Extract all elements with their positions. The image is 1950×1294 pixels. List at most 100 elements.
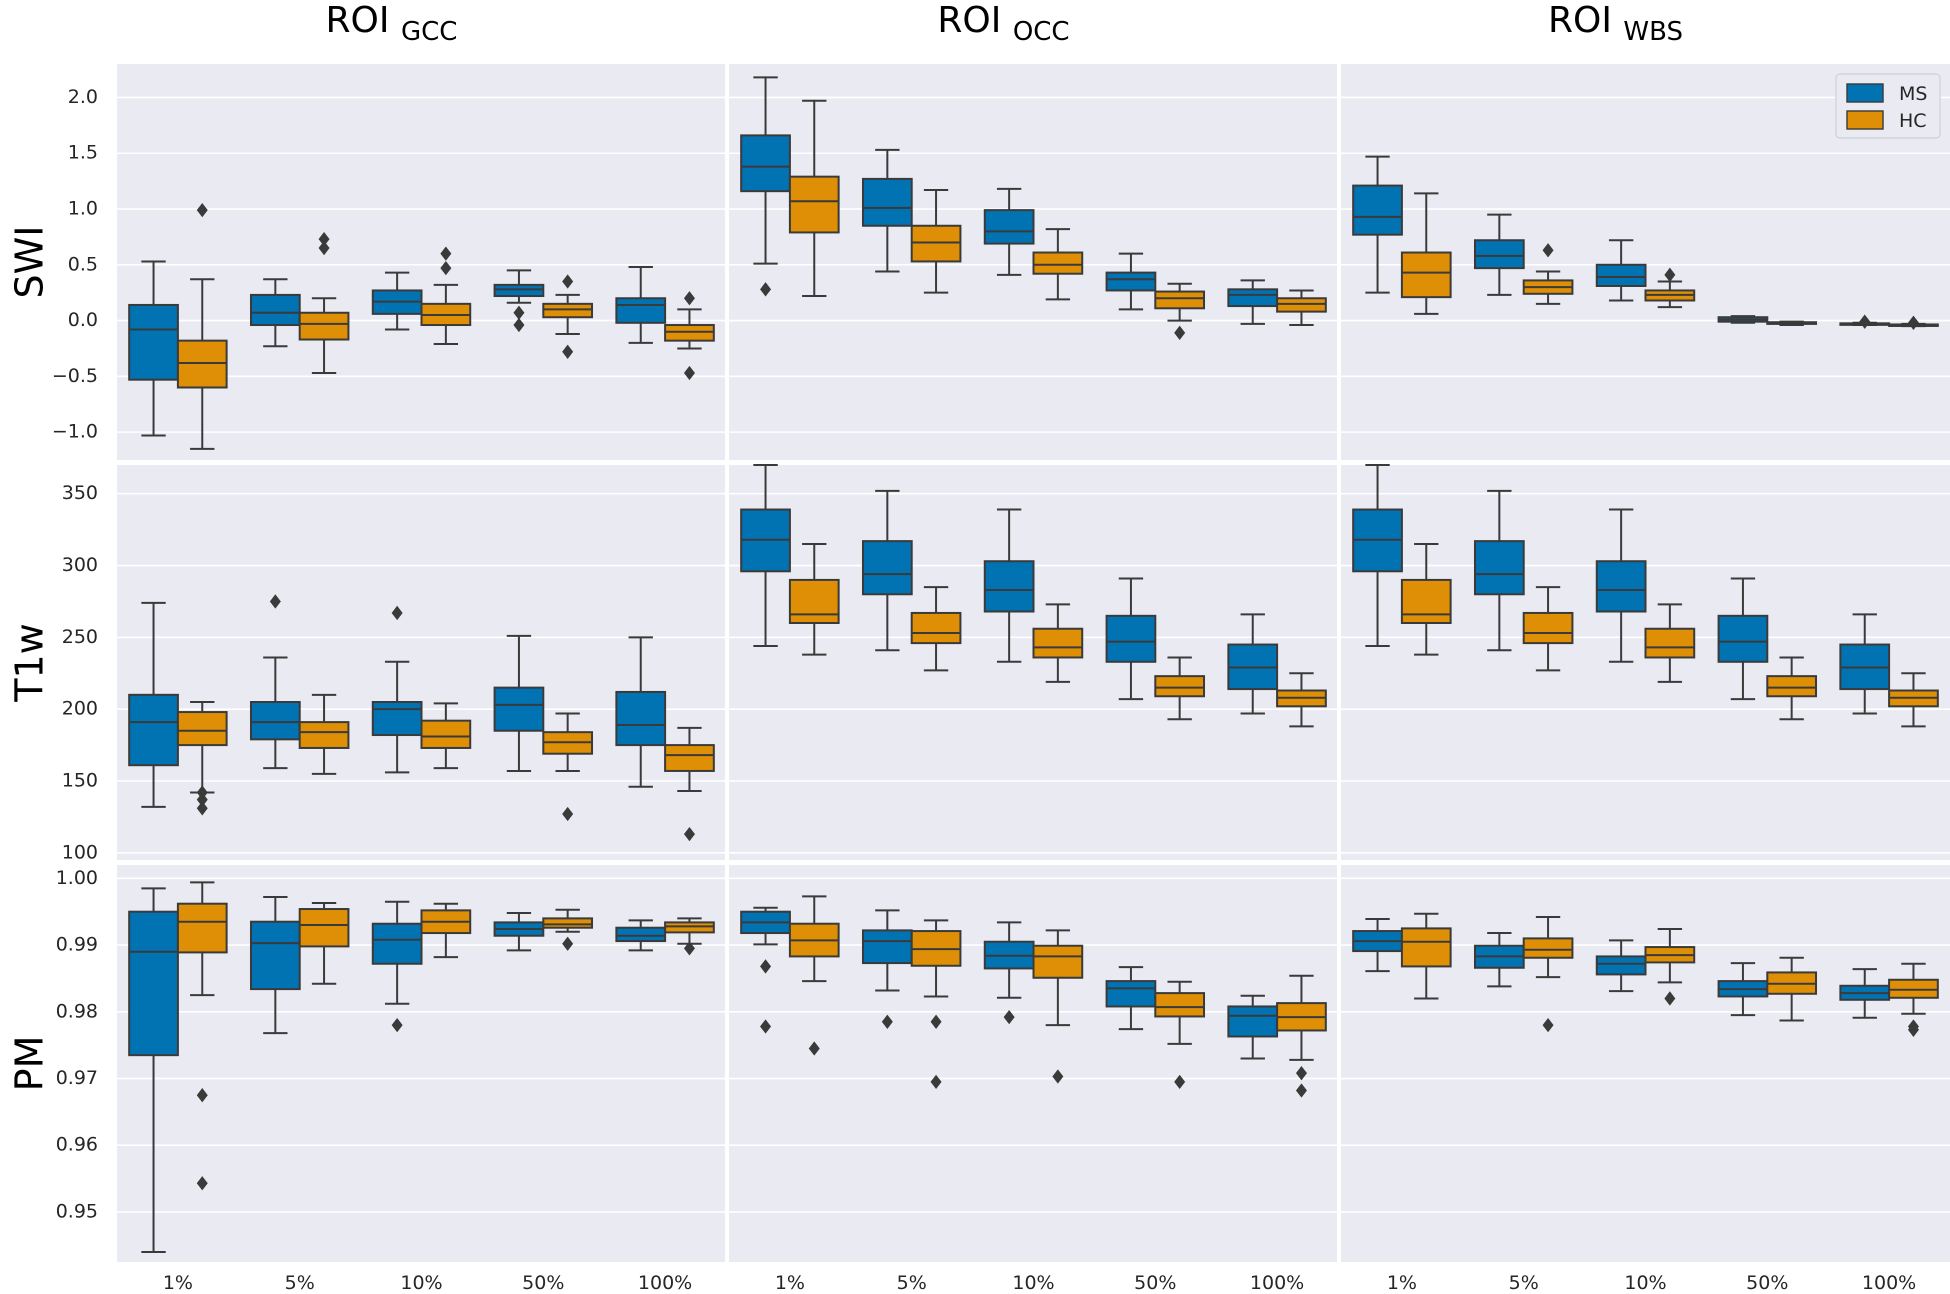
box-ms [740,134,791,193]
box-ms [493,686,545,732]
box-ms [861,177,913,227]
box-ms [1595,560,1647,613]
outlier-ms [760,1019,772,1034]
panel-background [117,64,726,460]
x-tick-label: 50% [1746,1272,1788,1294]
x-tick-label: 5% [1509,1272,1539,1294]
box-hc [1276,297,1327,313]
box-ms [249,701,301,741]
y-tick-label: 1.5 [68,142,98,164]
outlier-hc [1664,991,1676,1006]
x-tick-label: 50% [1134,1272,1176,1294]
outlier-ms [1859,314,1871,329]
box-ms [861,929,913,965]
box-hc [1766,675,1818,698]
box-ms [371,922,423,965]
box-ms [615,297,667,324]
box-hc [910,611,962,645]
column-title-sub: GCC [401,17,457,47]
x-tick-label: 100% [638,1272,692,1294]
y-tick-label: 2.0 [68,86,98,108]
y-tick-label: 100 [62,841,98,863]
outlier-hc [1907,315,1919,330]
outlier-ms [1003,1009,1015,1025]
box-ms [128,693,179,767]
box-hc [176,711,228,747]
outlier-hc [930,1074,942,1089]
box-hc [298,311,350,341]
x-tick-label: 100% [1862,1272,1916,1294]
box-ms [983,209,1035,245]
outlier-hc [196,1088,208,1103]
row-label-pm: PM [8,1036,52,1092]
box-ms [128,910,179,1057]
x-tick-label: 100% [1250,1272,1304,1294]
outlier-hc [1052,1069,1064,1084]
outlier-hc [196,785,208,800]
box-hc [664,324,715,342]
x-tick-label: 10% [1624,1272,1666,1294]
x-tick-label: 5% [897,1272,927,1294]
box-hc [420,719,472,749]
outlier-hc [1907,1022,1919,1037]
x-tick-label: 10% [400,1272,442,1294]
box-hc [788,175,840,234]
outlier-ms [760,282,772,297]
box-ms [1473,540,1525,596]
y-tick-label: 0.99 [56,934,98,956]
box-hc [1522,611,1574,645]
box-ms [1717,614,1769,663]
box-hc [1400,578,1452,625]
x-tick-label: 1% [1387,1272,1417,1294]
row-label-t1w: T1w [8,623,52,702]
box-ms [1473,239,1525,270]
outlier-ms [513,317,525,333]
box-hc [1154,290,1206,310]
outlier-hc [1174,1074,1186,1089]
outlier-ms [391,1017,403,1033]
outlier-ms [391,605,403,621]
box-ms [1105,980,1157,1008]
box-hc [664,744,715,772]
box-ms [1105,271,1157,292]
legend-swatch-ms [1846,83,1884,103]
outlier-hc [196,1176,208,1191]
box-ms [249,920,301,991]
y-tick-label: 1.00 [56,867,98,889]
y-tick-label: 200 [62,698,98,720]
x-tick-label: 1% [775,1272,805,1294]
outlier-hc [562,274,574,289]
box-hc [788,578,840,625]
box-hc [542,917,594,929]
box-ms [615,690,667,747]
box-hc [1400,251,1452,299]
panel-background [117,465,726,860]
outlier-ms [881,1014,893,1029]
outlier-hc [1174,325,1186,340]
box-ms [1227,288,1279,308]
legend-label-ms: MS [1899,83,1927,105]
y-tick-label: 250 [62,626,98,648]
column-title-main: ROI [326,0,401,41]
box-ms [493,283,545,298]
box-ms [249,293,301,327]
outlier-hc [440,246,452,261]
box-hc [1154,992,1206,1018]
legend-label-hc: HC [1899,110,1927,132]
y-tick-label: 0.98 [56,1000,98,1022]
box-ms [1595,955,1647,976]
outlier-ms [513,305,525,320]
outlier-hc [562,344,574,359]
outlier-hc [683,941,695,956]
outlier-hc [318,240,330,256]
y-tick-label: 1.0 [68,198,98,220]
box-hc [1032,251,1084,275]
box-ms [1352,184,1403,236]
box-hc [176,339,228,389]
box-hc [1644,627,1696,659]
x-tick-label: 50% [522,1272,564,1294]
y-tick-label: 350 [62,482,98,504]
outlier-hc [683,365,695,381]
outlier-hc [1542,1017,1554,1033]
